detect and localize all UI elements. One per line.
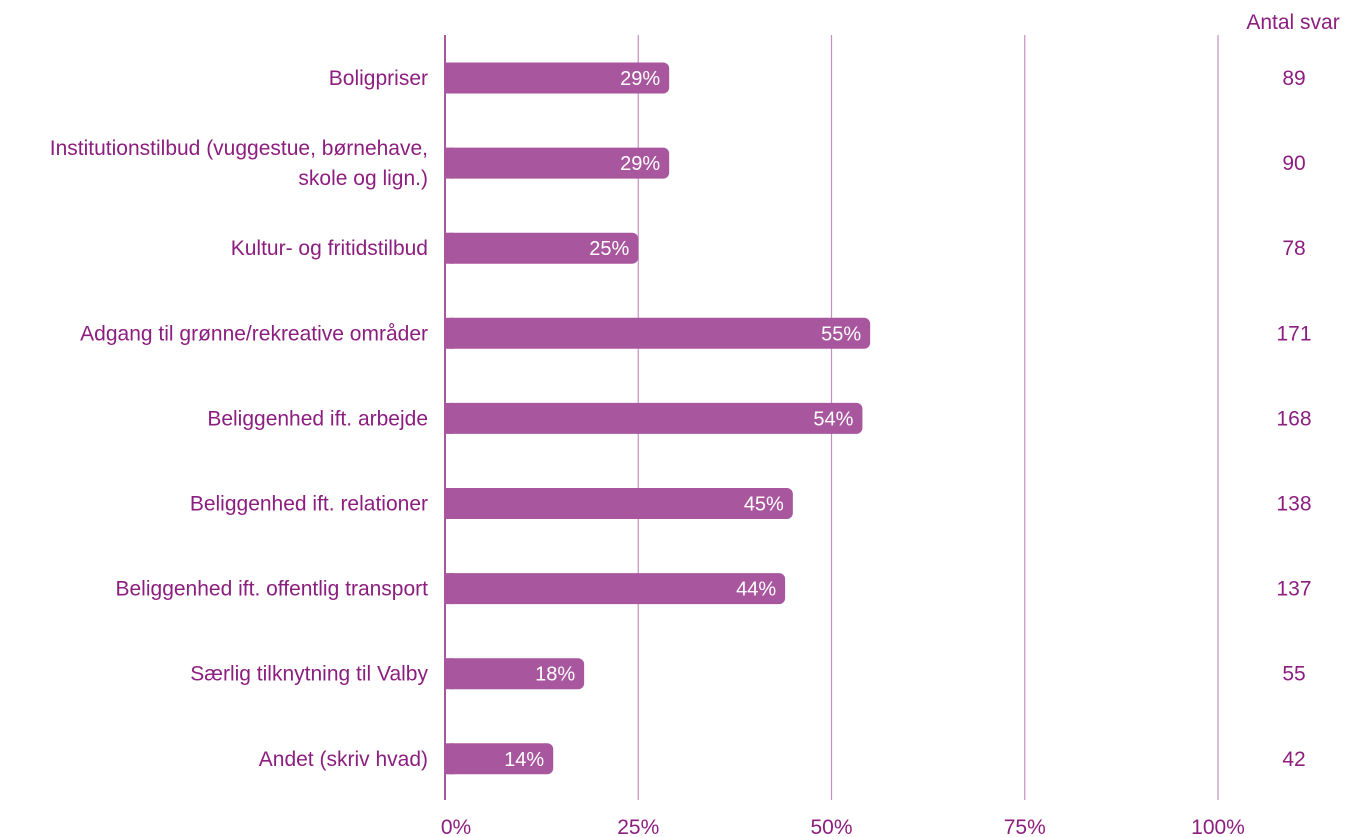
bar xyxy=(445,658,585,690)
category-label: Beliggenhed ift. offentlig transport xyxy=(116,578,429,601)
category-label: Kultur- og fritidstilbud xyxy=(231,237,428,260)
count-value: 171 xyxy=(1276,322,1311,345)
bar-value-label: 45% xyxy=(744,494,784,516)
bar-base xyxy=(445,402,453,434)
count-column: Antal svar 89 90 78 171 168 138 137 55 42 xyxy=(1246,11,1339,771)
bar-base xyxy=(445,62,453,94)
bar xyxy=(445,573,786,605)
category-label: skole og lign.) xyxy=(298,167,428,190)
bar-value-label: 29% xyxy=(620,68,660,90)
bar-base xyxy=(445,573,453,605)
category-label: Andet (skriv hvad) xyxy=(259,748,428,771)
category-label: Adgang til grønne/rekreative områder xyxy=(80,322,428,345)
bar-value-label: 54% xyxy=(813,408,853,430)
bar xyxy=(445,147,670,179)
bar-value-label: 29% xyxy=(620,153,660,175)
category-label: Beliggenhed ift. relationer xyxy=(190,493,428,516)
category-label: Boligpriser xyxy=(329,67,428,90)
category-label: Særlig tilknytning til Valby xyxy=(190,663,428,686)
category-label: Beliggenhed ift. arbejde xyxy=(207,407,428,430)
bar-value-label: 14% xyxy=(504,749,544,771)
bar xyxy=(445,232,639,264)
bar-base xyxy=(445,232,453,264)
bar-value-label: 25% xyxy=(589,238,629,260)
count-value: 90 xyxy=(1282,152,1305,175)
x-tick-label: 0% xyxy=(441,816,471,837)
bar xyxy=(445,743,554,775)
bar xyxy=(445,488,793,519)
bar-value-label: 55% xyxy=(821,323,861,345)
x-tick-label: 100% xyxy=(1191,816,1245,837)
count-value: 89 xyxy=(1282,67,1305,90)
bar xyxy=(445,317,871,349)
bar xyxy=(445,62,670,94)
count-value: 138 xyxy=(1276,493,1311,516)
count-header: Antal svar xyxy=(1246,11,1339,34)
count-value: 42 xyxy=(1282,748,1305,771)
category-label: Institutionstilbud (vuggestue, børnehave… xyxy=(50,137,428,160)
bar xyxy=(445,402,863,434)
bar-value-label: 44% xyxy=(736,579,776,601)
category-labels: Boligpriser Institutionstilbud (vuggestue… xyxy=(50,67,429,771)
x-tick-label: 25% xyxy=(617,816,659,837)
count-value: 55 xyxy=(1282,663,1305,686)
bar-base xyxy=(445,317,453,349)
x-tick-label: 75% xyxy=(1004,816,1046,837)
x-axis-ticks: 0% 25% 50% 75% 100% xyxy=(441,816,1245,837)
bars: 29% 29% 25% 55% 54% 45% 44% 18% 14% xyxy=(445,62,871,775)
bar-base xyxy=(445,488,453,519)
count-value: 78 xyxy=(1282,237,1305,260)
count-value: 168 xyxy=(1276,407,1311,430)
bar-base xyxy=(445,658,453,690)
bar-base xyxy=(445,743,453,775)
bar-base xyxy=(445,147,453,179)
bar-value-label: 18% xyxy=(535,664,575,686)
x-tick-label: 50% xyxy=(810,816,852,837)
count-value: 137 xyxy=(1276,578,1311,601)
